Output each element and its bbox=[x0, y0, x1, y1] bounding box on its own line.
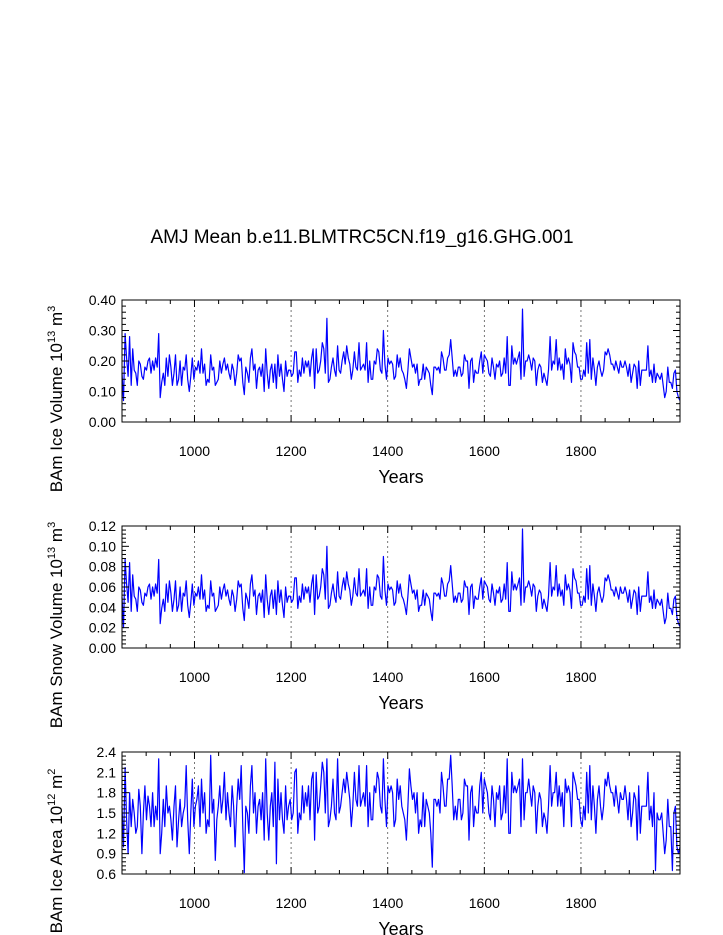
y-tick-label: 2.1 bbox=[97, 764, 117, 780]
y-tick-label: 1.5 bbox=[97, 805, 117, 821]
y-axis-label-part: 13 bbox=[46, 547, 58, 559]
x-axis-label: Years bbox=[378, 693, 423, 713]
y-axis-label-part: m bbox=[47, 775, 66, 794]
x-tick-label: 1400 bbox=[372, 669, 403, 685]
y-axis-label-part: BAm Ice Area 10 bbox=[47, 806, 66, 934]
y-axis-label: BAm Snow Volume 1013 m3 bbox=[46, 522, 66, 728]
x-tick-label: 1800 bbox=[565, 443, 596, 459]
y-tick-label: 0.02 bbox=[89, 620, 116, 636]
x-tick-label: 1000 bbox=[179, 669, 210, 685]
y-axis-label: BAm Ice Volume 1013 m3 bbox=[46, 306, 66, 493]
series-line bbox=[121, 528, 681, 629]
y-tick-label: 0.00 bbox=[89, 414, 116, 430]
x-tick-label: 1600 bbox=[469, 895, 500, 911]
x-tick-label: 1200 bbox=[276, 443, 307, 459]
y-tick-label: 0.10 bbox=[89, 538, 116, 554]
y-tick-label: 0.06 bbox=[89, 579, 116, 595]
y-tick-label: 2.4 bbox=[97, 744, 117, 760]
figure-title: AMJ Mean b.e11.BLMTRC5CN.f19_g16.GHG.001 bbox=[150, 227, 573, 248]
y-tick-label: 0.10 bbox=[89, 384, 116, 400]
y-tick-label: 0.6 bbox=[97, 866, 117, 882]
x-tick-label: 1800 bbox=[565, 669, 596, 685]
y-tick-label: 0.00 bbox=[89, 640, 116, 656]
x-tick-label: 1000 bbox=[179, 443, 210, 459]
x-tick-label: 1400 bbox=[372, 895, 403, 911]
y-axis-label-part: 3 bbox=[46, 306, 58, 312]
x-tick-label: 1800 bbox=[565, 895, 596, 911]
y-axis-label-part: BAm Snow Volume 10 bbox=[47, 559, 66, 728]
x-tick-label: 1200 bbox=[276, 669, 307, 685]
x-axis-label: Years bbox=[378, 467, 423, 487]
y-axis-label-part: m bbox=[47, 528, 66, 547]
y-tick-label: 1.8 bbox=[97, 785, 117, 801]
x-tick-label: 1000 bbox=[179, 895, 210, 911]
y-axis-label-part: BAm Ice Volume 10 bbox=[47, 343, 66, 492]
x-tick-label: 1200 bbox=[276, 895, 307, 911]
y-tick-label: 0.08 bbox=[89, 559, 116, 575]
y-tick-label: 0.30 bbox=[89, 323, 116, 339]
series-line bbox=[121, 754, 681, 874]
x-axis-label: Years bbox=[378, 919, 423, 935]
y-tick-label: 0.04 bbox=[89, 599, 116, 615]
y-axis-label-part: 3 bbox=[46, 522, 58, 528]
y-axis-label-part: 2 bbox=[46, 769, 58, 775]
y-tick-label: 0.12 bbox=[89, 518, 116, 534]
y-tick-label: 1.2 bbox=[97, 825, 117, 841]
x-tick-label: 1400 bbox=[372, 443, 403, 459]
chart-panel-2: 1000 1200 1400 1600 1800 0.00 0.02 0.04 0.06 0.08… bbox=[46, 518, 681, 728]
x-tick-label: 1600 bbox=[469, 669, 500, 685]
chart-panel-3: 1000 1200 1400 1600 1800 0.6 0.9 1.2 1.5 1.8 2.1 2.… bbox=[46, 744, 681, 935]
y-axis-label-part: m bbox=[47, 312, 66, 331]
y-tick-label: 0.40 bbox=[89, 292, 116, 308]
y-axis-label-part: 12 bbox=[46, 794, 58, 806]
y-tick-label: 0.20 bbox=[89, 353, 116, 369]
y-tick-label: 0.9 bbox=[97, 846, 117, 862]
y-axis-label: BAm Ice Area 1012 m2 bbox=[46, 769, 66, 934]
series-line bbox=[121, 308, 681, 402]
y-axis-label-part: 13 bbox=[46, 331, 58, 343]
chart-panel-1: 1000 1200 1400 1600 1800 0.00 0.10 0.20 0.30 0.40… bbox=[46, 292, 681, 493]
x-tick-label: 1600 bbox=[469, 443, 500, 459]
